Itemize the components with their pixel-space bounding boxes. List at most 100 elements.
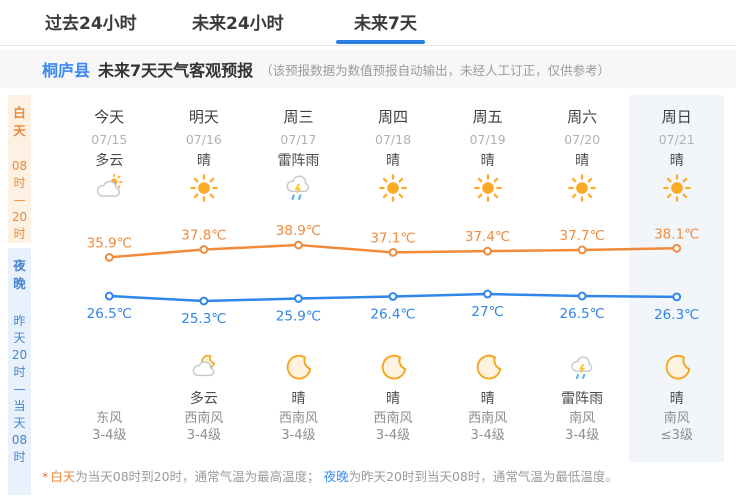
svg-text:37.4℃: 37.4℃ bbox=[465, 229, 510, 245]
date-label: 07/16 bbox=[185, 132, 222, 147]
daytime-range-label: 08 时 —20 时 bbox=[11, 159, 28, 241]
wind-level: 3-4级 bbox=[281, 428, 316, 443]
wind-level: ≤3级 bbox=[660, 428, 693, 443]
forecast-header: 桐庐县 未来7天天气客观预报 （该预报数据为数值预报自动输出，未经人工订正，仅供… bbox=[0, 50, 736, 88]
tab-bar: 过去24小时 未来24小时 未来7天 bbox=[0, 0, 736, 46]
footnote-day-text: 为当天08时到20时，通常气温为最高温度； bbox=[75, 469, 320, 484]
wind-direction: 西南风 bbox=[278, 411, 318, 426]
tab-next-7days[interactable]: 未来7天 bbox=[336, 12, 425, 44]
wind-direction: 东风 bbox=[96, 411, 123, 426]
date-label: 07/20 bbox=[564, 132, 601, 147]
day-condition: 晴 bbox=[386, 153, 401, 169]
day-name-row: 今天 明天 周三 周四 周五 周六 周日 bbox=[62, 106, 724, 128]
sidebar-night-band: 夜晚 昨天 20 时 — 当天 08 时 bbox=[8, 248, 31, 495]
svg-text:37.1℃: 37.1℃ bbox=[370, 230, 415, 246]
wind-direction: 西南风 bbox=[468, 411, 508, 426]
cloud-moon-icon bbox=[190, 354, 218, 386]
night-label: 夜晚 bbox=[13, 258, 26, 291]
footnote-night-term: 夜晚 bbox=[323, 469, 349, 484]
tab-past-24h[interactable]: 过去24小时 bbox=[45, 14, 137, 34]
svg-text:38.9℃: 38.9℃ bbox=[276, 223, 321, 239]
date-label: 07/18 bbox=[375, 132, 412, 147]
day-name: 周日 bbox=[661, 108, 692, 126]
night-condition: 晴 bbox=[669, 391, 684, 407]
svg-text:26.5℃: 26.5℃ bbox=[560, 306, 605, 322]
disclaimer-note: （该预报数据为数值预报自动输出，未经人工订正，仅供参考） bbox=[260, 62, 611, 78]
highlighted-column-background bbox=[629, 95, 725, 462]
night-condition: 晴 bbox=[386, 391, 401, 407]
day-name: 周三 bbox=[283, 108, 314, 126]
svg-text:37.7℃: 37.7℃ bbox=[560, 228, 605, 244]
day-condition: 多云 bbox=[95, 153, 124, 169]
location-link[interactable]: 桐庐县 bbox=[42, 61, 91, 80]
wind-level: 3-4级 bbox=[186, 428, 221, 443]
svg-text:26.4℃: 26.4℃ bbox=[370, 306, 415, 322]
wind-direction: 南风 bbox=[569, 411, 596, 426]
wind-direction: 南风 bbox=[663, 411, 690, 426]
night-range-label: 昨天 20 时 — 当天 08 时 bbox=[11, 314, 28, 464]
thunder-icon bbox=[568, 354, 596, 386]
wind-level-row: 3-4级 3-4级 3-4级 3-4级 3-4级 3-4级 ≤3级 bbox=[62, 428, 724, 444]
footnote-day-term: 白天 bbox=[50, 469, 76, 484]
night-condition-row: 多云 晴 晴 晴 雷阵雨 晴 bbox=[62, 390, 724, 408]
day-name: 周五 bbox=[472, 108, 503, 126]
date-row: 07/15 07/16 07/17 07/18 07/19 07/20 07/2… bbox=[62, 131, 724, 148]
footnote: * 白天为当天08时到20时，通常气温为最高温度； 夜晚为昨天20时到当天08时，… bbox=[42, 466, 618, 485]
date-label: 07/15 bbox=[91, 132, 128, 147]
sun-icon bbox=[473, 173, 503, 207]
date-label: 07/17 bbox=[280, 132, 317, 147]
night-icon-row bbox=[62, 354, 724, 388]
day-condition: 雷阵雨 bbox=[277, 153, 320, 169]
svg-text:38.1℃: 38.1℃ bbox=[654, 226, 699, 242]
day-condition: 晴 bbox=[575, 153, 590, 169]
cloud-sun-icon bbox=[94, 173, 124, 207]
moon-icon bbox=[284, 354, 312, 386]
daytime-label: 白天 bbox=[13, 105, 26, 138]
svg-text:26.5℃: 26.5℃ bbox=[87, 306, 132, 322]
page-title: 未来7天天气客观预报 bbox=[98, 61, 254, 80]
night-condition: 多云 bbox=[189, 391, 218, 407]
sun-icon bbox=[567, 173, 597, 207]
sun-icon bbox=[189, 173, 219, 207]
day-condition: 晴 bbox=[196, 153, 211, 169]
day-name: 明天 bbox=[188, 108, 219, 126]
footnote-night-text: 为昨天20时到当天08时，通常气温为最低温度。 bbox=[348, 469, 618, 484]
night-condition bbox=[62, 390, 157, 408]
wind-direction: 西南风 bbox=[373, 411, 413, 426]
svg-text:25.3℃: 25.3℃ bbox=[181, 311, 226, 327]
day-condition-row: 多云 晴 雷阵雨 晴 晴 晴 晴 bbox=[62, 152, 724, 171]
night-condition: 晴 bbox=[291, 391, 306, 407]
day-name: 周四 bbox=[378, 108, 409, 126]
temperature-chart: 35.9℃ 37.8℃ 38.9℃ 37.1℃ 37.4℃ 37.7℃ 38.1℃ 26.5℃… bbox=[87, 223, 700, 327]
sun-icon bbox=[662, 173, 692, 207]
date-label: 07/21 bbox=[658, 132, 695, 147]
moon-icon bbox=[663, 354, 691, 386]
svg-text:35.9℃: 35.9℃ bbox=[87, 235, 132, 251]
day-name: 今天 bbox=[94, 108, 125, 126]
moon-icon bbox=[379, 354, 407, 386]
sun-icon bbox=[378, 173, 408, 207]
tab-next-24h[interactable]: 未来24小时 bbox=[192, 14, 284, 34]
day-condition: 晴 bbox=[669, 153, 684, 169]
date-label: 07/19 bbox=[469, 132, 506, 147]
wind-direction: 西南风 bbox=[184, 411, 224, 426]
wind-level: 3-4级 bbox=[92, 428, 127, 443]
svg-text:26.3℃: 26.3℃ bbox=[654, 307, 699, 323]
day-name: 周六 bbox=[567, 108, 598, 126]
wind-level: 3-4级 bbox=[375, 428, 411, 443]
night-condition: 雷阵雨 bbox=[561, 391, 604, 407]
footnote-asterisk: * bbox=[42, 469, 49, 484]
thunder-icon bbox=[283, 173, 313, 207]
svg-text:25.9℃: 25.9℃ bbox=[276, 309, 321, 325]
moon-icon bbox=[474, 354, 502, 386]
night-condition: 晴 bbox=[480, 391, 495, 407]
day-icon-row bbox=[62, 173, 724, 207]
svg-text:37.8℃: 37.8℃ bbox=[181, 228, 226, 244]
wind-level: 3-4级 bbox=[470, 428, 505, 443]
wind-level: 3-4级 bbox=[565, 428, 600, 443]
day-condition: 晴 bbox=[480, 153, 495, 169]
wind-direction-row: 东风 西南风 西南风 西南风 西南风 南风 南风 bbox=[62, 411, 724, 427]
sidebar-daytime-band: 白天 08 时 —20 时 bbox=[8, 95, 31, 243]
svg-text:27℃: 27℃ bbox=[471, 304, 503, 320]
